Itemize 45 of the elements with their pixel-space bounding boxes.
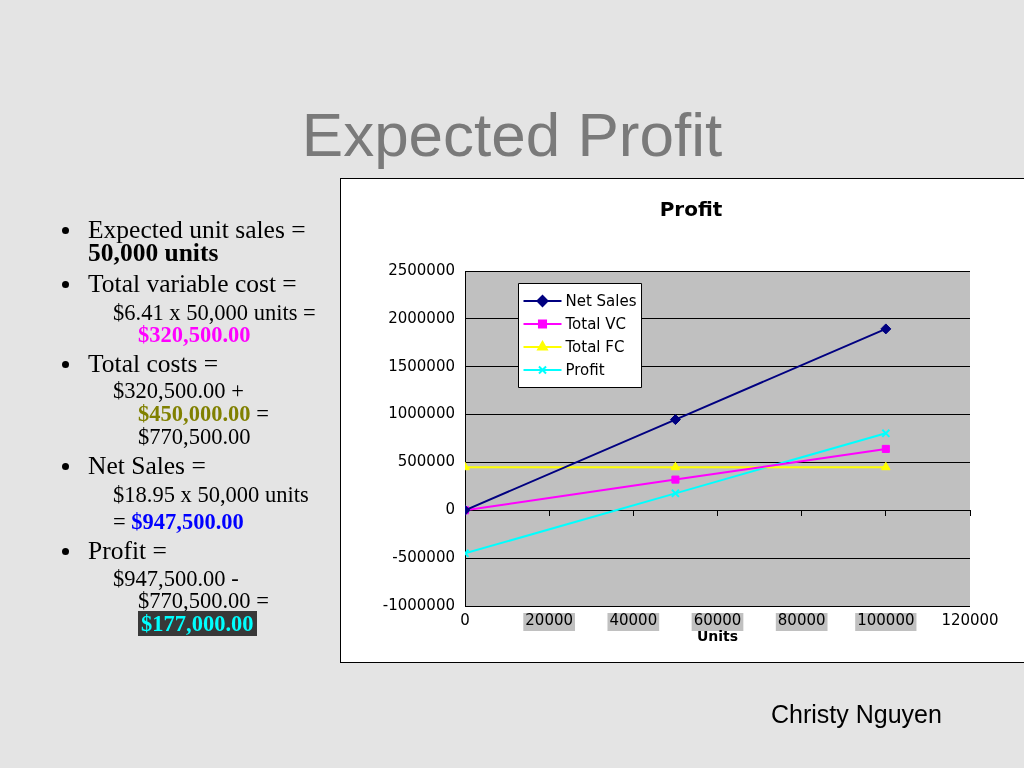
y-tick-label: 1500000 — [388, 356, 455, 375]
text: $947,500.00 - — [113, 566, 239, 591]
point — [670, 488, 680, 498]
y-tick-label: 500000 — [397, 452, 455, 471]
text: Net Sales = — [88, 451, 206, 480]
y-tick-label: -500000 — [392, 548, 455, 567]
x-tick-label: 80000 — [777, 611, 826, 630]
point — [881, 461, 891, 471]
text: Total variable cost = — [88, 269, 297, 298]
x-axis-title: Units — [696, 627, 739, 644]
text: $320,500.00 + — [113, 378, 244, 403]
text: $450,000.00 — [138, 401, 251, 426]
point — [671, 475, 680, 484]
y-tick-label: -1000000 — [382, 595, 455, 614]
text: = — [113, 509, 126, 534]
point — [881, 444, 890, 453]
text: $947,500.00 — [131, 509, 244, 534]
text: Expected Profit — [300, 100, 724, 170]
x-tick-label: 100000 — [857, 611, 915, 630]
x-tick-label: 0 — [460, 611, 470, 630]
legend-label: Net Sales — [565, 291, 637, 310]
y-tick-label: 2000000 — [388, 308, 455, 327]
y-tick-label: 2500000 — [388, 260, 455, 279]
legend-label: Total FC — [564, 337, 625, 356]
y-tick-label: 0 — [445, 500, 455, 519]
point — [880, 323, 892, 335]
text: $770,500.00 — [138, 424, 251, 449]
point — [669, 414, 681, 426]
text: Profit = — [88, 536, 167, 565]
legend-label: Total VC — [564, 314, 627, 333]
y-tick-label: 1000000 — [388, 404, 455, 423]
chart-title: Profit — [659, 197, 723, 222]
text: $177,000.00 — [138, 611, 257, 636]
legend-label: Profit — [565, 360, 605, 379]
x-tick-label: 120000 — [941, 611, 999, 630]
x-tick-label: 40000 — [609, 611, 658, 630]
text: Total costs = — [88, 349, 219, 378]
text: Christy Nguyen — [771, 699, 942, 729]
x-tick-label: 20000 — [525, 611, 574, 630]
text: $6.41 x 50,000 units = — [113, 300, 316, 325]
text: = — [256, 401, 269, 426]
x-tick-label: 60000 — [693, 611, 742, 630]
point — [881, 428, 891, 438]
text: $18.95 x 50,000 units — [113, 482, 309, 507]
point — [670, 461, 681, 471]
